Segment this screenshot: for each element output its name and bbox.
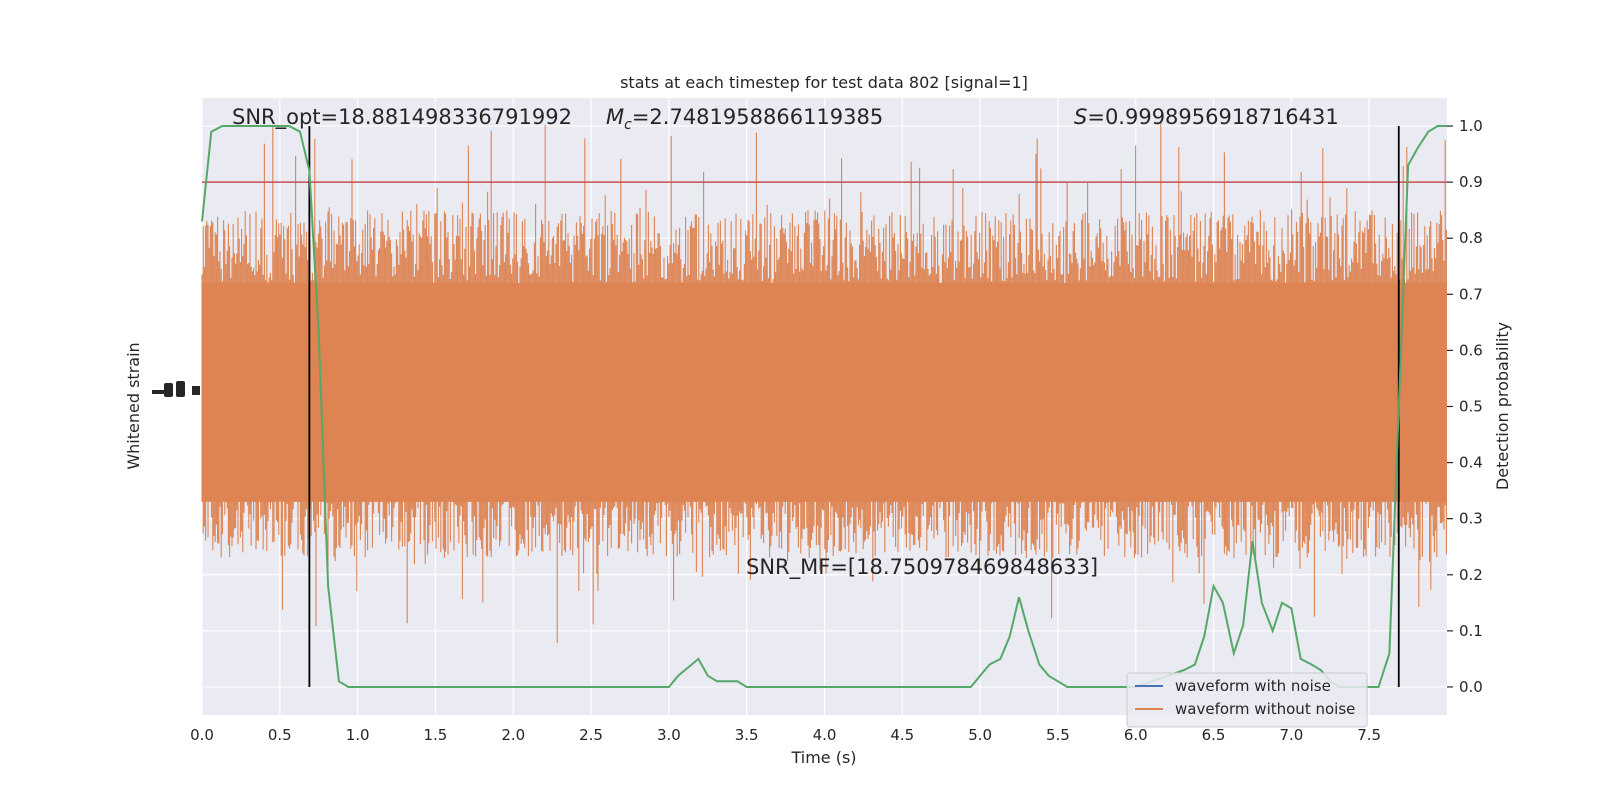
x-tick-label: 4.5 (890, 726, 914, 744)
y-tick-label: 0.9 (1459, 173, 1483, 191)
snr-mf-annotation: SNR_MF=[18.750978469848633] (746, 555, 1098, 580)
x-tick-label: 7.5 (1357, 726, 1381, 744)
x-tick-label: 0.0 (190, 726, 214, 744)
x-tick-label: 5.5 (1046, 726, 1070, 744)
y-tick-label: 1.0 (1459, 117, 1483, 135)
y-tick-label: 0.7 (1459, 285, 1483, 303)
chirp-mass-annotation: Mc=2.7481958866119385 (606, 105, 883, 133)
x-tick-label: 2.5 (579, 726, 603, 744)
x-tick-label: 2.0 (501, 726, 525, 744)
x-tick-label: 5.0 (968, 726, 992, 744)
x-tick-label: 7.0 (1279, 726, 1303, 744)
y-tick-label: 0.1 (1459, 622, 1483, 640)
x-axis-label: Time (s) (790, 748, 856, 767)
legend-box (1126, 672, 1368, 728)
snr-opt-annotation: SNR_opt=18.881498336791992 (232, 105, 572, 130)
left-axis-overlapping-ticks (152, 381, 200, 397)
detection-probability-line (201, 125, 1447, 688)
legend-label-without-noise: waveform without noise (1175, 700, 1355, 718)
y-right-axis-label: Detection probability (1493, 322, 1512, 490)
x-tick-label: 0.5 (268, 726, 292, 744)
detection-probability-series (201, 125, 1447, 688)
legend: waveform with noise waveform without noi… (1126, 672, 1368, 728)
y-tick-label: 0.3 (1459, 510, 1483, 528)
x-tick-label: 1.5 (424, 726, 448, 744)
noise-waveform (201, 121, 1447, 643)
y-tick-label: 0.2 (1459, 566, 1483, 584)
y-left-axis-label: Whitened strain (124, 342, 143, 469)
x-tick-label: 4.0 (813, 726, 837, 744)
detection-statistic-annotation: S=0.9998956918716431 (1074, 105, 1339, 129)
x-tick-label: 6.0 (1124, 726, 1148, 744)
waveform-without-noise-series (201, 121, 1447, 643)
y-tick-label: 0.6 (1459, 341, 1483, 359)
legend-label-with-noise: waveform with noise (1175, 677, 1331, 695)
x-axis-ticks: 0.0 0.5 1.0 1.5 2.0 2.5 3.0 3.5 4.0 4.5 5.0 5.5 6.0 6… (190, 726, 1381, 744)
y-right-axis-ticks: 0.0 0.1 0.2 0.3 0.4 0.5 0.6 0.7 0.8 0.9 1.0 (1447, 117, 1483, 696)
x-tick-label: 3.5 (735, 726, 759, 744)
y-tick-label: 0.5 (1459, 398, 1483, 416)
y-tick-label: 0.0 (1459, 678, 1483, 696)
x-tick-label: 6.5 (1202, 726, 1226, 744)
chart-title: stats at each timestep for test data 802… (620, 73, 1028, 92)
x-tick-label: 1.0 (346, 726, 370, 744)
x-tick-label: 3.0 (657, 726, 681, 744)
y-tick-label: 0.8 (1459, 229, 1483, 247)
y-tick-label: 0.4 (1459, 454, 1483, 472)
